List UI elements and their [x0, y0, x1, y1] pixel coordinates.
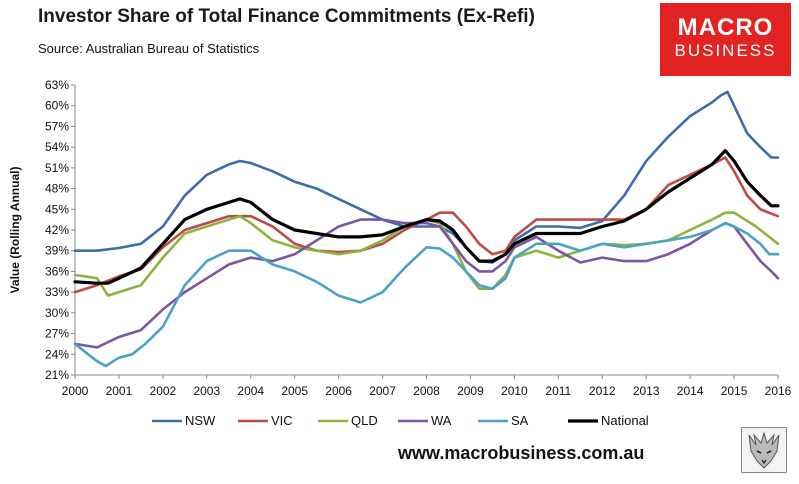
legend-item-vic: VIC [238, 413, 293, 428]
y-tick-label: 30% [45, 306, 69, 320]
wolf-logo-icon [741, 427, 787, 473]
y-tick-label: 21% [45, 368, 69, 382]
x-tick-label: 2008 [413, 384, 440, 398]
x-tick-label: 2005 [281, 384, 308, 398]
x-tick-label: 2010 [501, 384, 528, 398]
legend-item-wa: WA [398, 413, 452, 428]
x-tick-label: 2006 [325, 384, 352, 398]
website-url[interactable]: www.macrobusiness.com.au [398, 443, 645, 463]
series-line-vic [73, 156, 780, 294]
x-tick-label: 2009 [457, 384, 484, 398]
y-tick-label: 60% [45, 99, 69, 113]
y-tick-label: 27% [45, 327, 69, 341]
legend-item-qld: QLD [318, 413, 378, 428]
series-line-national [73, 149, 780, 285]
x-tick-label: 2000 [62, 384, 89, 398]
y-axis-title: Value (Rolling Annual) [8, 167, 22, 294]
legend-item-sa: SA [478, 413, 529, 428]
logo-line-macro: MACRO [677, 14, 774, 41]
y-tick-label: 45% [45, 202, 69, 216]
y-tick-label: 63% [45, 78, 69, 92]
x-tick-label: 2007 [369, 384, 396, 398]
y-tick-label: 24% [45, 347, 69, 361]
chart-title: Investor Share of Total Finance Commitme… [38, 6, 535, 27]
series-line-sa [73, 221, 780, 368]
legend-item-national: National [568, 413, 649, 428]
x-tick-label: 2012 [589, 384, 616, 398]
x-tick-label: 2011 [545, 384, 571, 398]
chart-axes: 21% 24% 27% 30% 33% 36% 39% 42% 45% 48% 51% 54% 57% 6… [8, 78, 792, 398]
x-tick-label: 2002 [150, 384, 177, 398]
y-tick-label: 39% [45, 244, 69, 258]
logo-line-business: BUSINESS [674, 41, 777, 60]
legend-label: QLD [351, 413, 378, 428]
macrobusiness-logo: MACRO BUSINESS [660, 3, 791, 76]
legend-label: National [601, 413, 649, 428]
x-tick-label: 2003 [193, 384, 220, 398]
legend-label: WA [431, 413, 452, 428]
legend-label: SA [511, 413, 529, 428]
legend: NSW VIC QLD WA SA National [152, 413, 649, 428]
y-tick-label: 42% [45, 223, 69, 237]
series-line-wa [73, 218, 780, 349]
chart-source: Source: Australian Bureau of Statistics [38, 41, 260, 56]
x-tick-label: 2001 [106, 384, 133, 398]
series-layer [73, 90, 780, 368]
legend-label: VIC [271, 413, 293, 428]
x-tick-label: 2016 [765, 384, 792, 398]
y-tick-label: 54% [45, 140, 69, 154]
x-tick-label: 2014 [677, 384, 704, 398]
x-tick-label: 2013 [633, 384, 660, 398]
y-tick-label: 33% [45, 285, 69, 299]
y-tick-label: 51% [45, 161, 69, 175]
y-tick-label: 48% [45, 182, 69, 196]
legend-label: NSW [185, 413, 216, 428]
x-tick-label: 2004 [237, 384, 264, 398]
x-tick-label: 2015 [721, 384, 748, 398]
legend-item-nsw: NSW [152, 413, 216, 428]
y-tick-label: 36% [45, 264, 69, 278]
y-tick-label: 57% [45, 119, 69, 133]
